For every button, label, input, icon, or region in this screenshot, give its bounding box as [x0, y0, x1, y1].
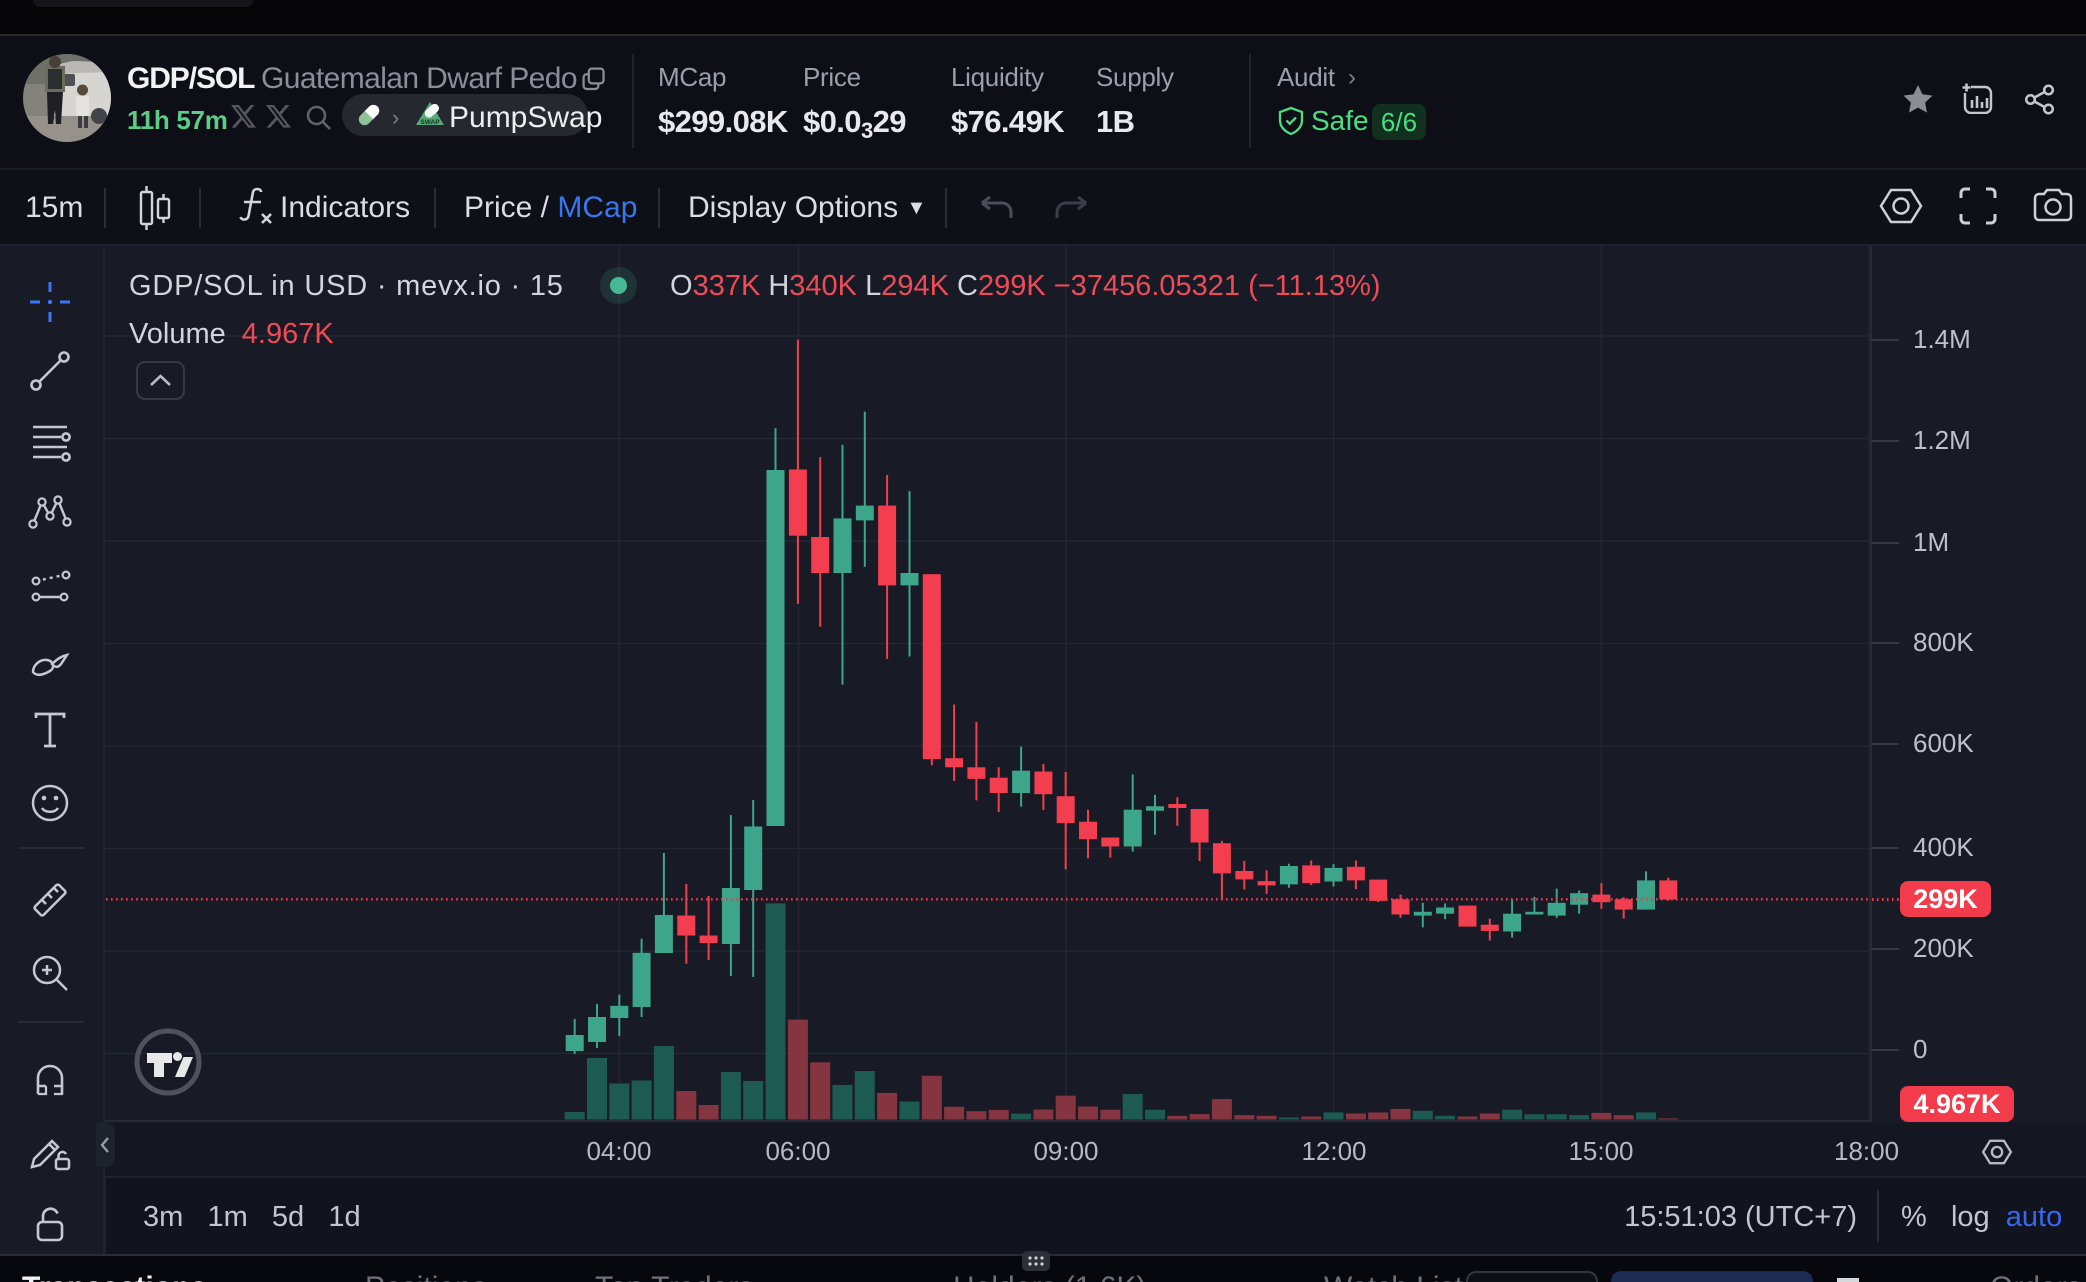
svg-text:SWAP: SWAP [420, 119, 440, 126]
